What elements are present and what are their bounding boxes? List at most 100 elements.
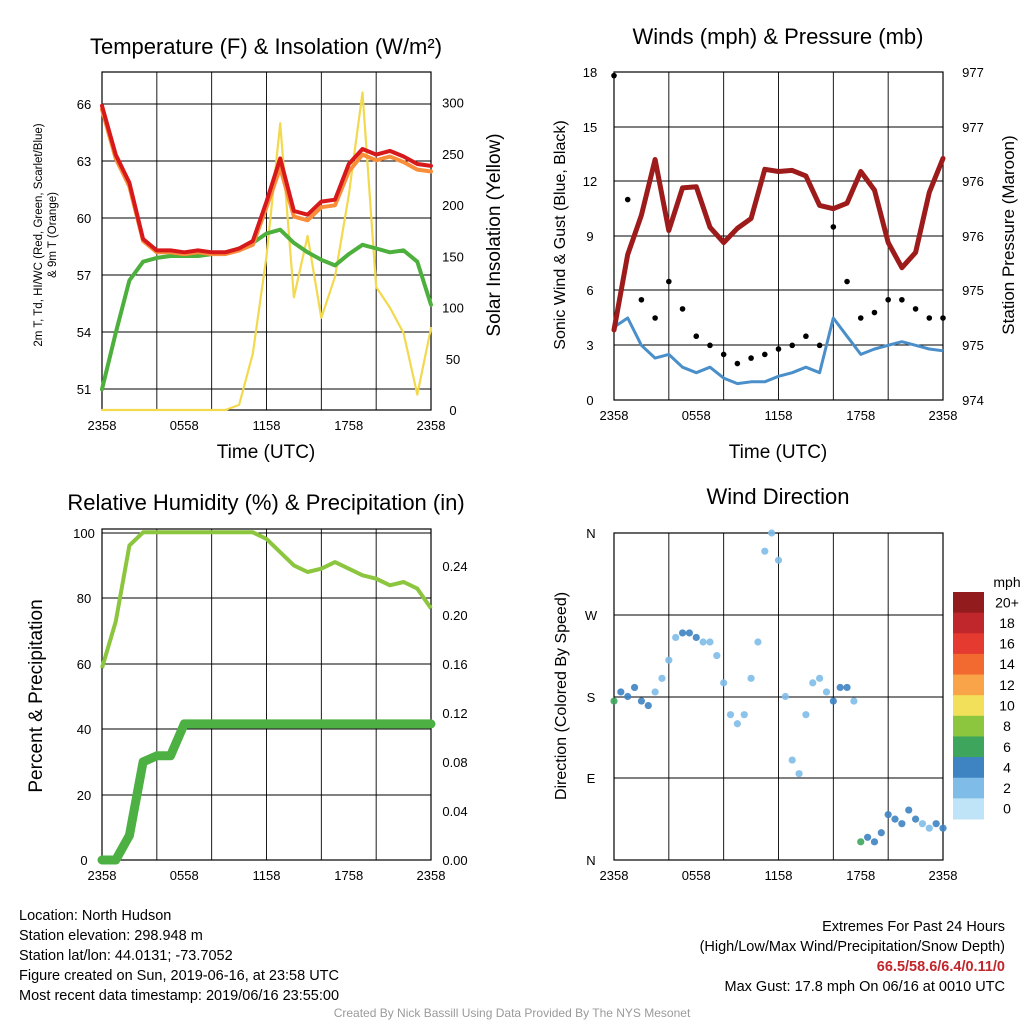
gust-point [624, 196, 631, 203]
wind-direction-point [911, 815, 920, 823]
direction-chart-title: Wind Direction [706, 484, 849, 509]
wind-direction-point [733, 720, 741, 728]
winds-right-tick-label: 974 [962, 393, 984, 408]
wind-direction-point [809, 679, 817, 687]
gust-point [666, 278, 672, 285]
humidity-frame [101, 528, 432, 861]
temperature-right-tick-label: 150 [442, 249, 464, 264]
temperature-left-tick-label: 63 [77, 154, 91, 169]
wind-direction-point [768, 529, 776, 537]
wind-direction-point [877, 829, 885, 837]
direction-x-tick-label: 1758 [846, 868, 875, 883]
colorbar-label: 14 [999, 656, 1015, 672]
gust-point [679, 306, 686, 312]
temperature-left-tick-label: 66 [77, 97, 91, 112]
winds-x-axis-title: Time (UTC) [729, 442, 828, 463]
gust-point [926, 315, 933, 321]
wind-direction-point [795, 770, 803, 778]
humidity-left-axis-title: Percent & Precipitation [26, 599, 47, 792]
wind-direction-point [706, 638, 714, 646]
winds-right-tick-label: 976 [962, 229, 984, 244]
temperature-right-tick-label: 250 [442, 147, 464, 162]
temperature-left-tick-label: 51 [77, 382, 91, 397]
wind-direction-point [898, 820, 906, 828]
colorbar-label: 20+ [995, 594, 1019, 610]
temperature-right-axis-title: Solar Insolation (Yellow) [484, 133, 505, 336]
humidity-right-tick-label: 0.16 [442, 657, 467, 672]
gust-point [707, 342, 713, 349]
colorbar-swatch [953, 695, 984, 717]
humidity-right-tick-label: 0.00 [442, 853, 467, 868]
direction-x-tick-label: 0558 [682, 868, 711, 883]
direction-frame [613, 532, 944, 861]
direction-x-tick-label: 1158 [765, 868, 793, 883]
wind-direction-point [761, 547, 769, 555]
wind-direction-point [610, 697, 618, 705]
temperature-left-axis-title-line1: 2m T, Td, HI/WC (Red, Green, Scarlet/Blu… [33, 123, 45, 346]
winds-x-tick-label: 1758 [846, 408, 875, 423]
gust-point [789, 342, 796, 349]
gust-point [830, 224, 837, 230]
colorbar-swatch [953, 612, 984, 634]
wind-direction-point [884, 810, 892, 819]
station-info-block: Location: North Hudson Station elevation… [19, 906, 339, 1006]
sonic-wind-line [613, 316, 944, 386]
colorbar-label: 10 [999, 698, 1015, 714]
temperature-plot-border [101, 71, 432, 411]
gust-point [748, 355, 754, 361]
temperature-series-line [100, 91, 433, 412]
humidity-left-tick-label: 20 [77, 788, 91, 803]
colorbar-label: 6 [1003, 739, 1011, 755]
colorbar-swatch [953, 736, 984, 758]
humidity-left-tick-label: 80 [77, 591, 91, 606]
humidity-x-tick-label: 1158 [253, 868, 281, 883]
wind-direction-point [891, 815, 899, 823]
colorbar-swatch [953, 674, 984, 696]
colorbar-label: 18 [999, 615, 1015, 631]
humidity-plot-border [101, 528, 432, 861]
wind-direction-point [932, 820, 940, 828]
winds-x-tick-label: 0558 [682, 408, 711, 423]
gust-point [885, 296, 891, 303]
max-gust: Max Gust: 17.8 mph On 06/16 at 0010 UTC [724, 979, 1005, 995]
wind-direction-point [672, 633, 680, 642]
humidity-right-tick-label: 0.04 [442, 804, 467, 819]
gust-point [693, 333, 700, 340]
extremes-block: Extremes For Past 24 Hours (High/Low/Max… [700, 917, 1005, 997]
winds-left-tick-label: 9 [586, 229, 593, 244]
direction-left-axis-title: Direction (Colored By Speed) [553, 592, 570, 800]
gust-point [734, 360, 741, 367]
colorbar-swatch [953, 798, 984, 820]
wind-direction-point [850, 697, 858, 705]
station-pressure-line [611, 155, 946, 333]
station-elevation: Station elevation: 298.948 m [19, 928, 203, 944]
wind-direction-point [843, 683, 851, 692]
gust-point [652, 315, 658, 321]
winds-right-tick-label: 977 [962, 120, 984, 135]
gust-point [611, 72, 617, 79]
wind-direction-point [857, 838, 865, 846]
humidity-left-tick-label: 0 [80, 853, 87, 868]
wind-direction-point [905, 806, 913, 814]
humidity-right-tick-label: 0.24 [442, 559, 467, 574]
temperature-x-tick-label: 2358 [88, 418, 117, 433]
humidity-x-tick-label: 1758 [334, 868, 363, 883]
colorbar-label: 16 [999, 636, 1015, 652]
colorbar-unit-label: mph [993, 574, 1020, 590]
winds-right-tick-label: 975 [962, 338, 984, 353]
winds-x-tick-label: 2358 [929, 408, 958, 423]
wind-direction-point [774, 556, 783, 564]
winds-left-tick-label: 15 [583, 120, 597, 135]
humidity-chart-title: Relative Humidity (%) & Precipitation (i… [67, 490, 464, 515]
humidity-right-tick-label: 0.20 [442, 608, 467, 623]
temperature-x-tick-label: 1158 [253, 418, 281, 433]
wind-direction-point [678, 629, 687, 637]
wind-direction-point [699, 638, 707, 646]
temperature-chart-title: Temperature (F) & Insolation (W/m²) [90, 34, 442, 59]
wind-direction-point [644, 701, 652, 710]
temperature-left-tick-label: 60 [77, 211, 91, 226]
winds-left-tick-label: 6 [586, 283, 593, 298]
colorbar-label: 4 [1003, 759, 1011, 775]
direction-tick-label: S [587, 690, 596, 705]
wind-direction-point [781, 692, 789, 701]
